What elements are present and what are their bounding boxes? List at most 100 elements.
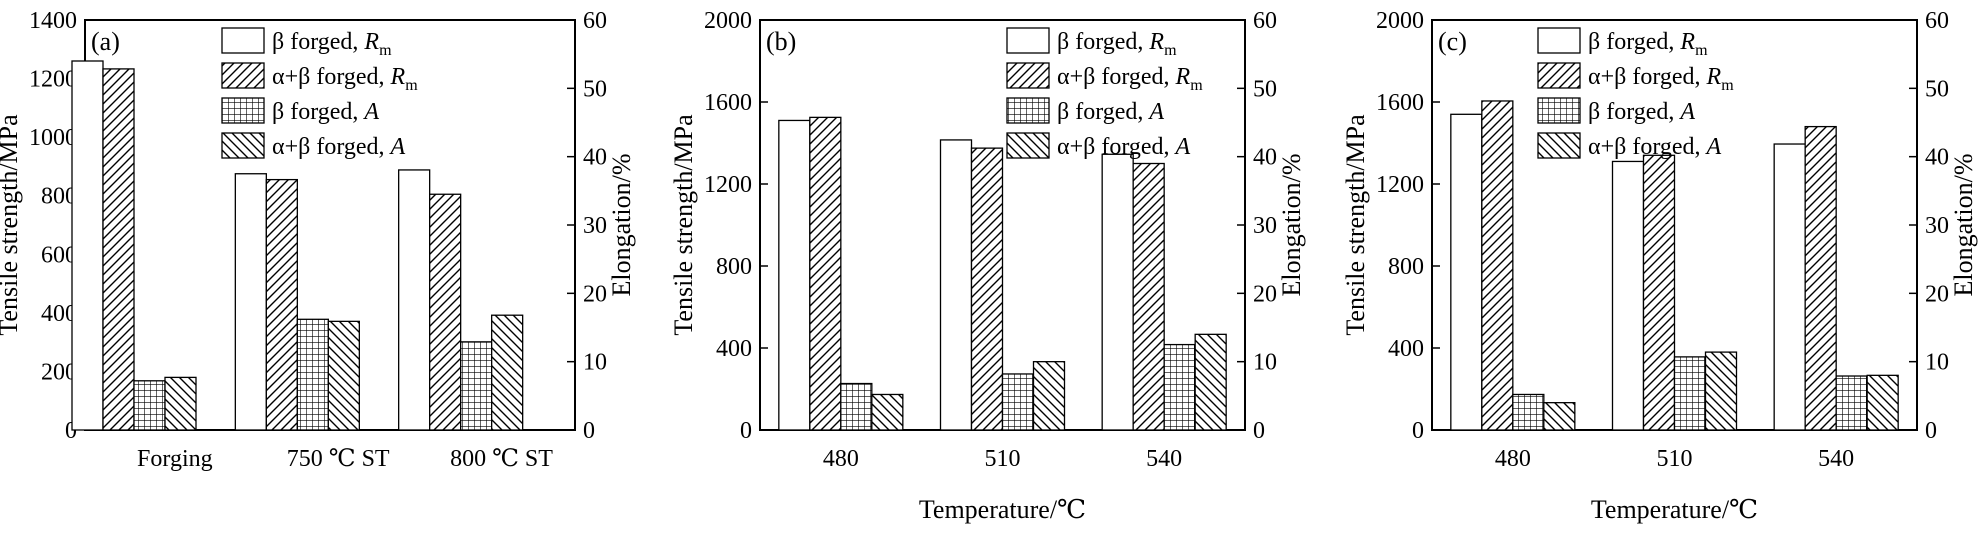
x-axis-label: Temperature/℃: [1591, 495, 1758, 524]
chart-panel-2: 0 400 800 1200 1600 2000 0 10 20 30 40 50 60 Tensile …: [669, 8, 1306, 524]
legend-entry: β forged, Rm: [272, 29, 392, 59]
bar-diagonal-down: [871, 393, 904, 431]
x-tick-label: 510: [1657, 446, 1693, 472]
y2-tick-label: 40: [1925, 145, 1949, 171]
bar-diagonal-up: [1804, 125, 1837, 431]
bar-diagonal-down: [1866, 374, 1899, 431]
legend-entry: β forged, Rm: [1057, 29, 1177, 59]
y2-tick-label: 10: [1253, 350, 1277, 376]
bar-blank: [939, 139, 973, 431]
bar-diagonal-up: [429, 193, 462, 431]
bar-diagonal-up: [1481, 100, 1514, 431]
bar-blank: [1101, 153, 1134, 431]
bar-grid: [296, 318, 329, 431]
y2-axis-label: Elongation/%: [1949, 154, 1978, 297]
legend-entry: α+β forged, A: [1588, 134, 1722, 160]
x-axis-label: Temperature/℃: [919, 495, 1086, 524]
bar-diagonal-down: [1704, 351, 1738, 431]
legend-entry: β forged, A: [1057, 99, 1164, 125]
y2-tick-label: 0: [583, 418, 595, 444]
y-tick-label: 1400: [29, 8, 77, 34]
bar-diagonal-down: [164, 376, 197, 431]
y2-tick-label: 20: [583, 281, 607, 307]
y-tick-label: 200: [41, 359, 77, 385]
y2-tick-label: 0: [1253, 418, 1265, 444]
bar-diagonal-up: [102, 68, 135, 431]
x-tick-label: 480: [823, 446, 859, 472]
bar-blank: [398, 169, 431, 431]
bar-grid: [460, 341, 493, 431]
legend-entry: α+β forged, Rm: [272, 64, 418, 94]
y-tick-label: 800: [1388, 254, 1424, 280]
y-tick-label: 1000: [29, 125, 77, 151]
bar-blank: [1450, 113, 1483, 431]
x-tick-label: 800 ℃ ST: [450, 446, 553, 472]
bar-grid: [1001, 373, 1035, 431]
y2-tick-label: 20: [1925, 281, 1949, 307]
y-axis-label: Tensile strength/MPa: [1341, 114, 1370, 336]
legend-swatch: [1006, 97, 1050, 124]
x-tick-label: 480: [1495, 446, 1531, 472]
legend-entry: α+β forged, Rm: [1588, 64, 1734, 94]
bar-diagonal-down: [1032, 361, 1066, 431]
legend-swatch: [221, 132, 265, 159]
bar-diagonal-down: [1194, 333, 1227, 431]
panel-label: (b): [766, 27, 796, 56]
y2-tick-label: 60: [1253, 8, 1277, 34]
y-tick-label: 400: [716, 336, 752, 362]
bar-grid: [1512, 393, 1545, 431]
panel-label: (a): [91, 27, 120, 56]
bar-blank: [778, 119, 811, 431]
legend-swatch: [1537, 27, 1581, 54]
bar-grid: [1835, 375, 1868, 431]
bar-grid: [840, 382, 873, 431]
bar-diagonal-down: [327, 320, 360, 431]
bar-diagonal-up: [1132, 162, 1165, 431]
x-tick-label: 510: [985, 446, 1021, 472]
bar-diagonal-up: [265, 178, 298, 431]
bar-blank: [234, 173, 267, 431]
y-tick-label: 800: [716, 254, 752, 280]
legend-entry: β forged, Rm: [1588, 29, 1708, 59]
y-tick-label: 800: [41, 184, 77, 210]
x-tick-label: 750 ℃ ST: [287, 446, 390, 472]
y-tick-label: 1200: [704, 172, 752, 198]
bar-blank: [1611, 160, 1645, 431]
bar-grid: [1673, 356, 1707, 431]
x-tick-label: 540: [1818, 446, 1854, 472]
bar-diagonal-up: [970, 147, 1004, 431]
legend-swatch: [221, 97, 265, 124]
legend-swatch: [1006, 27, 1050, 54]
y2-tick-label: 30: [1925, 213, 1949, 239]
y-tick-label: 400: [1388, 336, 1424, 362]
y2-tick-label: 40: [583, 145, 607, 171]
y2-tick-label: 30: [1253, 213, 1277, 239]
legend-entry: α+β forged, Rm: [1057, 64, 1203, 94]
legend: β forged, Rm α+β forged, Rm β forged, A α+β…: [1537, 27, 1734, 160]
y2-tick-label: 0: [1925, 418, 1937, 444]
y2-tick-label: 50: [583, 76, 607, 102]
y2-tick-label: 10: [583, 350, 607, 376]
legend-swatch: [1537, 132, 1581, 159]
y-tick-label: 1600: [1376, 90, 1424, 116]
chart-panel-1: 02004006008001000120014000102030405060Te…: [0, 8, 636, 472]
bar-grid: [133, 380, 166, 431]
y-tick-label: 0: [1412, 418, 1424, 444]
bar-diagonal-down: [491, 314, 524, 431]
y2-tick-label: 60: [583, 8, 607, 34]
legend: β forged, Rm α+β forged, Rm β forged, A α+β…: [1006, 27, 1203, 160]
y-tick-label: 0: [740, 418, 752, 444]
y-tick-label: 1200: [29, 67, 77, 93]
legend-swatch: [1006, 62, 1050, 89]
y2-axis-label: Elongation/%: [607, 154, 636, 297]
bar-blank: [71, 60, 104, 431]
y-axis-label: Tensile strength/MPa: [0, 114, 23, 336]
x-tick-label: Forging: [137, 446, 213, 472]
y2-axis-label: Elongation/%: [1277, 154, 1306, 297]
y-tick-label: 600: [41, 242, 77, 268]
bar-grid: [1163, 343, 1196, 431]
y2-tick-label: 50: [1925, 76, 1949, 102]
legend-swatch: [221, 62, 265, 89]
bar-blank: [1773, 143, 1806, 431]
